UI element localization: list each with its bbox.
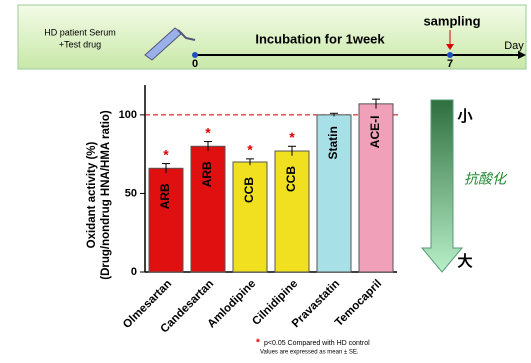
significance: * xyxy=(205,124,211,140)
arrow-label: 小 xyxy=(457,108,472,125)
footnote: Values are expressed as mean ± SE. xyxy=(260,350,359,356)
significance: * xyxy=(289,129,295,145)
bar-label: Statin xyxy=(326,126,340,159)
y-axis-label: (Drug/nondrug HNA/HMA ratio) xyxy=(100,110,112,280)
time-label: 0 xyxy=(192,58,198,70)
time-label: 7 xyxy=(447,58,453,70)
incubation: Incubation for 1week xyxy=(255,31,385,46)
bar-label: CCB xyxy=(242,177,256,203)
bar-label: ARB xyxy=(200,161,214,187)
sampling: sampling xyxy=(423,13,480,28)
arrow-label: 抗酸化 xyxy=(464,171,508,187)
sample-text: +Test drug xyxy=(59,39,101,49)
y-tick-label: 50 xyxy=(125,187,137,199)
y-tick-label: 0 xyxy=(131,266,137,278)
significance: * xyxy=(163,146,169,162)
bar-label: ARB xyxy=(158,183,172,209)
sample-text: HD patient Serum xyxy=(44,27,116,37)
y-tick-label: 100 xyxy=(119,109,137,121)
direction-arrow xyxy=(422,100,462,272)
significance: * xyxy=(247,142,253,158)
page: HD patient Serum +Test drug 0 7 Day Incu… xyxy=(0,0,531,358)
footnote: p<0.05 Compared with HD control xyxy=(264,340,370,347)
bar-label: CCB xyxy=(284,166,298,192)
y-axis-label: Oxidant activity (%) xyxy=(86,141,98,248)
footnote-star: * xyxy=(256,338,260,349)
time-unit: Day xyxy=(504,40,524,52)
bar-label: ACE-I xyxy=(368,116,382,149)
arrow-label: 大 xyxy=(457,252,472,270)
